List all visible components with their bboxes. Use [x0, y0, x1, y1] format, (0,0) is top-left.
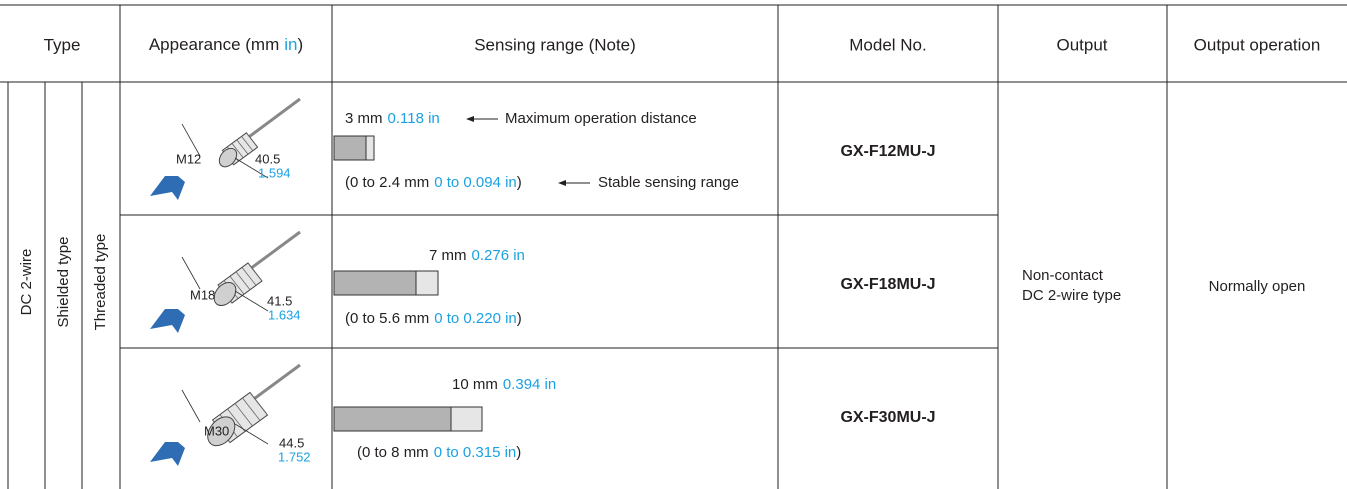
dim-line — [182, 390, 200, 422]
type-cells: DC 2-wire Shielded type Threaded type — [18, 234, 109, 331]
paren: ) — [517, 310, 522, 327]
direction-arrow — [150, 176, 185, 200]
header: Type Appearance (mm in) Sensing range (No… — [44, 35, 1321, 54]
cable — [253, 365, 301, 400]
type-label: DC 2-wire — [18, 249, 35, 316]
text: ) — [297, 35, 303, 54]
type-label: Threaded type — [92, 234, 109, 331]
paren: ) — [516, 444, 521, 461]
value-mm: 7 mm — [429, 247, 467, 264]
page: Sensor spec table {"header": {"type": "T… — [0, 0, 1347, 489]
text: Appearance (mm — [149, 35, 279, 54]
length-in: 1.634 — [268, 307, 301, 322]
value-in: 0 to 0.094 in — [434, 174, 517, 191]
value-in: 0.118 in — [388, 110, 440, 127]
sensor-illustration — [150, 99, 300, 200]
header-cell: Output operation — [1194, 35, 1321, 54]
length-in: 1.594 — [258, 165, 291, 180]
header-cell: Output — [1056, 35, 1107, 54]
header-cell: Model No. — [849, 35, 926, 54]
value-mm: (0 to 2.4 mm — [345, 174, 429, 191]
output-operation: Normally open — [1209, 278, 1306, 295]
value-in: 0 to 0.315 in — [434, 444, 517, 461]
value-mm: 10 mm — [452, 376, 498, 393]
row: M30 44.51.752 10 mm 0.394 in (0 to 8 mm 0 to … — [150, 365, 936, 466]
header-cell: Sensing range (Note) — [474, 35, 636, 54]
cable — [250, 232, 300, 269]
max-distance: 10 mm 0.394 in — [452, 376, 556, 393]
dim-line — [182, 257, 200, 289]
note: Maximum operation distance — [505, 110, 697, 127]
direction-arrow — [150, 309, 185, 333]
thread-size: M30 — [204, 423, 229, 438]
stable-range: (0 to 2.4 mm 0 to 0.094 in) — [345, 174, 522, 191]
body: Type Appearance (mm in) Sensing range (No… — [0, 0, 1347, 489]
max-distance: 3 mm 0.118 in — [345, 110, 440, 127]
row: M12 40.51.594 3 mm 0.118 in (0 to 2.4 mm 0 to… — [150, 99, 936, 200]
dim-line — [235, 291, 268, 311]
max-distance: 7 mm 0.276 in — [429, 247, 525, 264]
header-cell: Appearance (mm in) — [149, 35, 303, 54]
type-label: Shielded type — [55, 237, 72, 328]
row: M18 41.51.634 7 mm 0.276 in (0 to 5.6 mm 0 to… — [150, 232, 936, 333]
value-mm: 3 mm — [345, 110, 383, 127]
pointer-head — [558, 180, 566, 186]
value-in: 0.276 in — [472, 247, 525, 264]
spec-table: Type Appearance (mm in) Sensing range (No… — [0, 0, 1347, 489]
unit: in — [284, 35, 297, 54]
output: Non-contact DC 2-wire type Normally open — [1022, 267, 1305, 304]
range-bar — [334, 271, 416, 295]
thread-size: M12 — [176, 151, 201, 166]
cable — [248, 99, 300, 138]
range-bar — [334, 407, 451, 431]
output-line: DC 2-wire type — [1022, 287, 1121, 304]
rows: M12 40.51.594 3 mm 0.118 in (0 to 2.4 mm 0 to… — [150, 99, 936, 466]
range-bar-extra — [451, 407, 482, 431]
header-cell: Type — [44, 35, 81, 54]
direction-arrow — [150, 442, 185, 466]
model-no: GX-F30MU-J — [840, 409, 935, 426]
value-mm: (0 to 5.6 mm — [345, 310, 429, 327]
value-mm: (0 to 8 mm — [357, 444, 429, 461]
range-bar-extra — [416, 271, 438, 295]
length-in: 1.752 — [278, 449, 311, 464]
length-mm: 40.5 — [255, 151, 280, 166]
length-mm: 44.5 — [279, 435, 304, 450]
range-bar-extra — [366, 136, 374, 160]
stable-range: (0 to 8 mm 0 to 0.315 in) — [357, 444, 521, 461]
model-no: GX-F18MU-J — [840, 276, 935, 293]
model-no: GX-F12MU-J — [840, 143, 935, 160]
grid — [0, 5, 1347, 489]
value-in: 0 to 0.220 in — [434, 310, 517, 327]
length-mm: 41.5 — [267, 293, 292, 308]
pointer-head — [466, 116, 474, 122]
note: Stable sensing range — [598, 174, 739, 191]
range-bar — [334, 136, 366, 160]
paren: ) — [517, 174, 522, 191]
thread-size: M18 — [190, 287, 215, 302]
value-in: 0.394 in — [503, 376, 556, 393]
output-line: Non-contact — [1022, 267, 1104, 284]
stable-range: (0 to 5.6 mm 0 to 0.220 in) — [345, 310, 522, 327]
